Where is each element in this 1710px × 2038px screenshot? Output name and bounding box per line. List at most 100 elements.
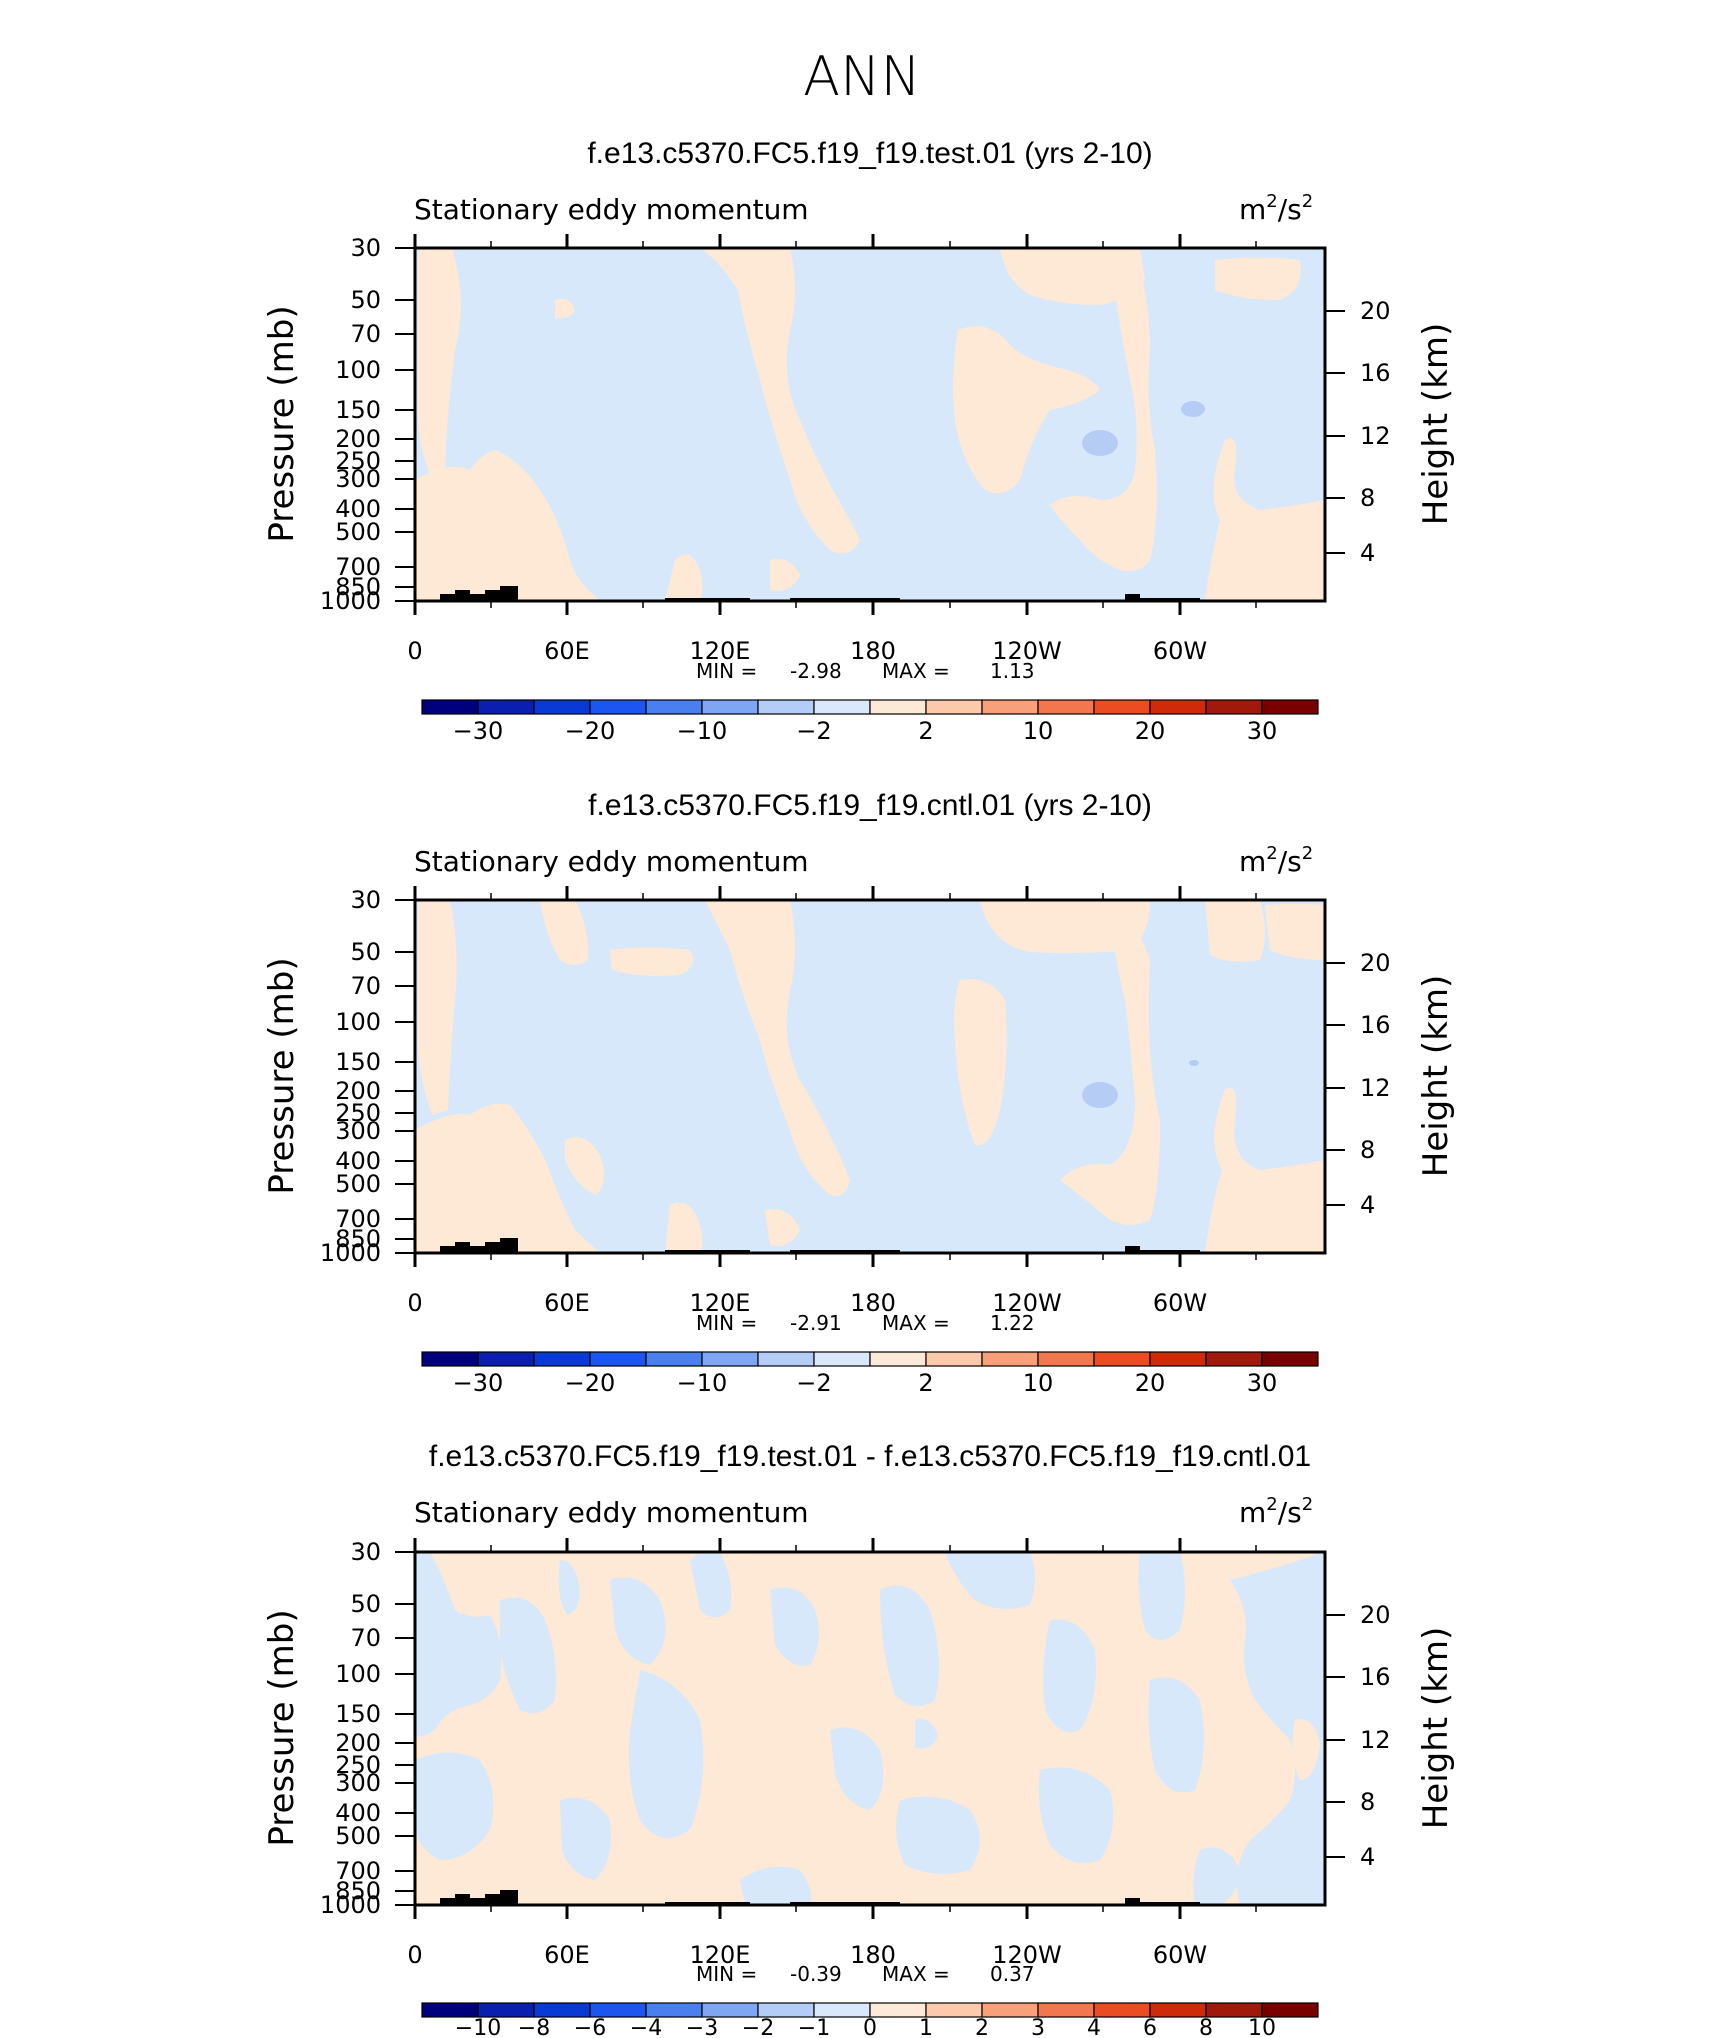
y-tick-label: 200	[335, 425, 381, 453]
units-exp-2: 2	[1302, 1494, 1313, 1515]
x-tick-label: 60W	[1153, 1941, 1207, 1969]
colorbar-swatch	[701, 699, 759, 715]
min-value: -2.91	[790, 1311, 842, 1335]
colorbar-swatch	[1149, 1351, 1207, 1367]
colorbar-swatch	[1149, 2002, 1207, 2018]
units-label: m2/s2	[1239, 191, 1313, 226]
x-tick-label: 60E	[544, 637, 590, 665]
x-tick-label: 60W	[1153, 637, 1207, 665]
colorbar-swatch	[477, 2002, 535, 2018]
min-value: -2.98	[790, 659, 842, 683]
svg-text:m2/s2: m2/s2	[1239, 1494, 1313, 1529]
colorbar-swatch	[1037, 699, 1095, 715]
page-title: ANN	[803, 45, 921, 108]
units-mid: /s	[1278, 845, 1302, 878]
colorbar-swatch	[1093, 699, 1151, 715]
y2-tick-label: 4	[1360, 1191, 1375, 1219]
y-tick-label: 200	[335, 1729, 381, 1757]
y-tick-label: 500	[335, 1822, 381, 1850]
variable-label: Stationary eddy momentum	[414, 845, 809, 878]
negative-region	[896, 1796, 980, 1874]
y2-tick-label: 16	[1360, 1663, 1391, 1691]
y-tick-label: 250	[335, 1751, 381, 1779]
negative-region	[945, 1552, 1035, 1609]
colorbar-label: −30	[453, 717, 504, 745]
units-exp-2: 2	[1302, 191, 1313, 212]
colorbar-swatch	[421, 2002, 479, 2018]
y-tick-label: 150	[335, 396, 381, 424]
y2-tick-label: 20	[1360, 297, 1391, 325]
colorbar-swatch	[757, 699, 815, 715]
y-tick-label: 500	[335, 518, 381, 546]
positive-region	[1000, 248, 1145, 305]
y-tick-label: 850	[335, 1225, 381, 1253]
colorbar-swatch	[1205, 1351, 1263, 1367]
x-tick-label: 0	[407, 637, 422, 665]
positive-region	[765, 1209, 800, 1246]
variable-label: Stationary eddy momentum	[414, 193, 809, 226]
units-exp-2: 2	[1302, 843, 1313, 864]
y2-tick-label: 12	[1360, 422, 1391, 450]
max-label: MAX =	[882, 659, 950, 683]
y-axis-label: Pressure (mb)	[262, 957, 302, 1194]
colorbar-label: 6	[1143, 2016, 1157, 2038]
positive-region	[1265, 904, 1325, 960]
colorbar-labels: −30 −20 −10 −2 2 10 20 30	[453, 717, 1278, 745]
y-tick-label: 100	[335, 356, 381, 384]
colorbar-label: 2	[918, 1369, 933, 1397]
max-value: 1.13	[990, 659, 1035, 683]
y-tick-label: 1000	[320, 587, 381, 615]
plot-frame	[395, 1538, 1345, 1919]
x-tick-label: 120W	[992, 1941, 1062, 1969]
colorbar-swatch	[813, 699, 871, 715]
negative-region	[1148, 1677, 1204, 1793]
y-axis-label: Pressure (mb)	[262, 305, 302, 542]
colorbar-swatch	[1093, 1351, 1151, 1367]
colorbar-swatch	[869, 699, 927, 715]
y-tick-label: 30	[350, 886, 381, 914]
colorbar-label: −20	[565, 1369, 616, 1397]
negative-region	[558, 1560, 580, 1615]
colorbar-label: 30	[1247, 717, 1278, 745]
y2-tick-label: 20	[1360, 949, 1391, 977]
colorbar-swatch	[1261, 2002, 1319, 2018]
y2-tick-labels: 20 16 12 8 4	[1360, 949, 1391, 1219]
positive-region	[1050, 248, 1157, 572]
colorbar-label: 10	[1023, 1369, 1054, 1397]
deep-negative-region	[1082, 430, 1118, 456]
units-mid: /s	[1278, 1496, 1302, 1529]
positive-region	[418, 248, 461, 475]
y2-tick-label: 4	[1360, 1843, 1375, 1871]
colorbar	[421, 2002, 1319, 2018]
y-tick-label: 850	[335, 1877, 381, 1905]
panel-control: f.e13.c5370.FC5.f19_f19.cntl.01 (yrs 2-1…	[262, 789, 1456, 1397]
colorbar-swatch	[1037, 1351, 1095, 1367]
negative-region	[560, 1797, 611, 1880]
colorbar-swatch	[533, 699, 591, 715]
x-tick-label: 120W	[992, 637, 1062, 665]
colorbar-swatch	[1261, 1351, 1319, 1367]
negative-region	[1038, 1767, 1114, 1863]
colorbar-swatch	[701, 1351, 759, 1367]
contour-field	[415, 248, 1325, 601]
min-max-readout: MIN = -0.39 MAX = 0.37	[696, 1962, 1035, 1986]
y-tick-labels: 30 50 70 100 150 200 250 300 400 500 700…	[320, 886, 381, 1267]
y-tick-label: 200	[335, 1077, 381, 1105]
colorbar-swatch	[1205, 699, 1263, 715]
y2-tick-label: 12	[1360, 1726, 1391, 1754]
max-label: MAX =	[882, 1311, 950, 1335]
x-tick-label: 120E	[690, 1289, 751, 1317]
x-tick-label: 60E	[544, 1941, 590, 1969]
svg-text:m2/s2: m2/s2	[1239, 191, 1313, 226]
colorbar-label: 0	[863, 2016, 877, 2038]
colorbar-swatch	[477, 699, 535, 715]
positive-region	[770, 559, 800, 591]
colorbar-swatch	[645, 699, 703, 715]
x-tick-label: 120E	[690, 637, 751, 665]
colorbar-swatch	[421, 1351, 479, 1367]
y-tick-label: 1000	[320, 1239, 381, 1267]
colorbar-label: −4	[630, 2016, 662, 2038]
colorbar-label: −2	[796, 717, 831, 745]
units-base: m	[1239, 1496, 1266, 1529]
y2-tick-label: 16	[1360, 1011, 1391, 1039]
